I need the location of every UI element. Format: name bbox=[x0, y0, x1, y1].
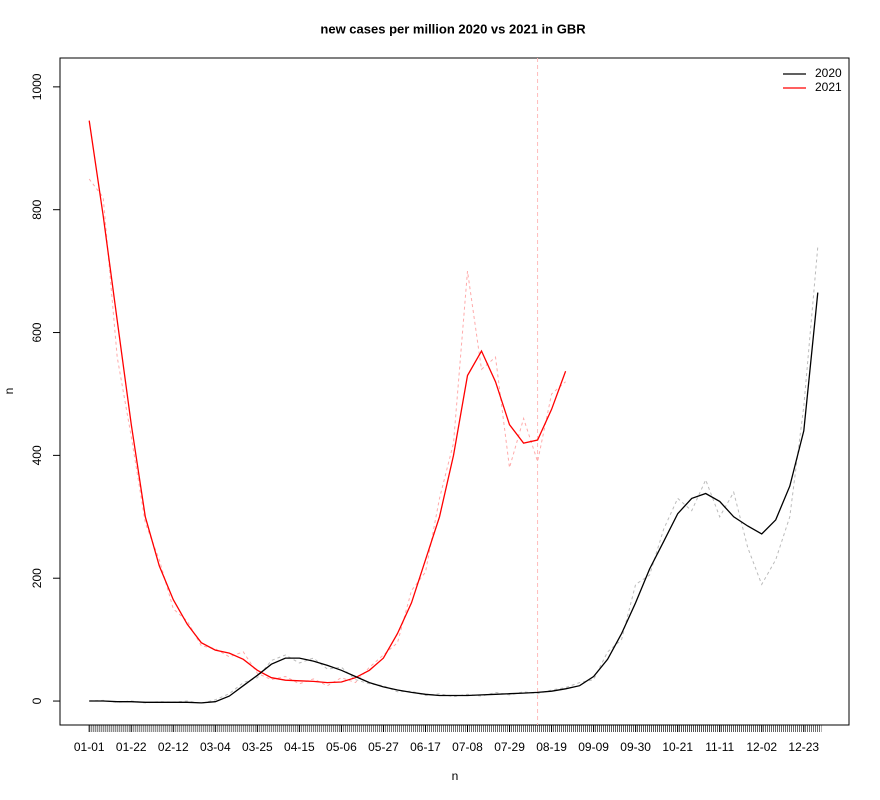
x-tick-label: 01-01 bbox=[74, 740, 105, 754]
x-tick-label: 05-27 bbox=[368, 740, 399, 754]
x-tick-label: 04-15 bbox=[284, 740, 315, 754]
x-tick-label: 10-21 bbox=[662, 740, 693, 754]
y-tick-label: 400 bbox=[30, 445, 44, 465]
raw-line bbox=[89, 246, 819, 705]
x-tick-label: 07-29 bbox=[494, 740, 525, 754]
chart-title: new cases per million 2020 vs 2021 in GB… bbox=[320, 21, 586, 36]
y-tick-label: 0 bbox=[30, 697, 44, 704]
x-tick-label: 07-08 bbox=[452, 740, 483, 754]
legend-label: 2020 bbox=[815, 66, 842, 80]
x-tick-label: 09-30 bbox=[620, 740, 651, 754]
x-tick-label: 12-23 bbox=[788, 740, 819, 754]
x-tick-label: 12-02 bbox=[746, 740, 777, 754]
y-tick-label: 800 bbox=[30, 199, 44, 219]
x-tick-label: 05-06 bbox=[326, 740, 357, 754]
y-tick-label: 600 bbox=[30, 322, 44, 342]
day-ticks bbox=[88, 725, 822, 732]
x-tick-label: 02-12 bbox=[158, 740, 189, 754]
x-tick-label: 06-17 bbox=[410, 740, 441, 754]
x-axis-label: n bbox=[452, 769, 459, 783]
x-tick-label: 09-09 bbox=[578, 740, 609, 754]
y-axis-label: n bbox=[2, 388, 16, 395]
x-tick-label: 03-25 bbox=[242, 740, 273, 754]
x-tick-label: 01-22 bbox=[116, 740, 147, 754]
y-tick-label: 200 bbox=[30, 568, 44, 588]
plot-box bbox=[59, 57, 850, 726]
x-tick-label: 03-04 bbox=[200, 740, 231, 754]
x-tick-label: 08-19 bbox=[536, 740, 567, 754]
y-tick-label: 1000 bbox=[30, 73, 44, 100]
series-line bbox=[88, 120, 567, 684]
series-line bbox=[89, 292, 819, 704]
legend-label: 2021 bbox=[815, 80, 842, 94]
raw-line bbox=[88, 178, 566, 687]
x-tick-label: 11-11 bbox=[705, 740, 734, 754]
